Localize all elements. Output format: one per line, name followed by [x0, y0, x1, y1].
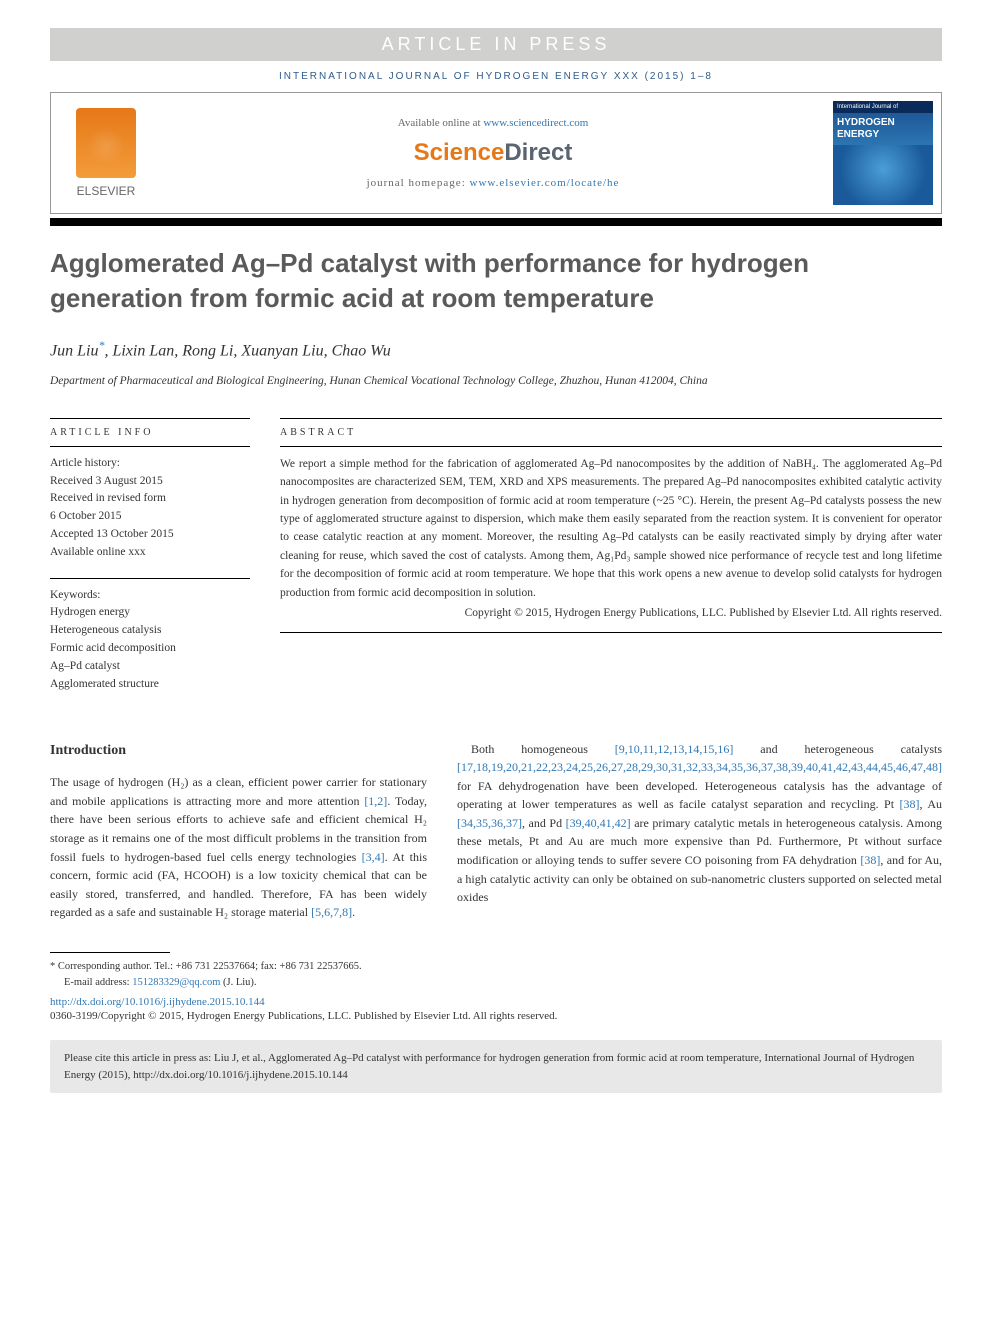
intro-para-1: The usage of hydrogen (H₂) as a clean, e… — [50, 773, 427, 922]
authors: Jun Liu*, Lixin Lan, Rong Li, Xuanyan Li… — [50, 338, 942, 360]
keywords: Keywords: Hydrogen energy Heterogeneous … — [50, 587, 250, 694]
article-title: Agglomerated Ag–Pd catalyst with perform… — [50, 246, 942, 316]
article-history: Article history: Received 3 August 2015 … — [50, 455, 250, 562]
ref-link[interactable]: [38] — [900, 797, 920, 811]
ref-link[interactable]: [38] — [860, 853, 880, 867]
intro-heading: Introduction — [50, 740, 427, 762]
journal-cover: International Journal of HYDROGEN ENERGY — [833, 101, 933, 205]
cover-image — [833, 145, 933, 205]
cover-title: HYDROGEN ENERGY — [833, 113, 933, 145]
journal-homepage: journal homepage: www.elsevier.com/locat… — [171, 177, 815, 189]
ref-link[interactable]: [34,35,36,37] — [457, 816, 522, 830]
footnotes: * Corresponding author. Tel.: +86 731 22… — [50, 959, 942, 991]
journal-reference: INTERNATIONAL JOURNAL OF HYDROGEN ENERGY… — [50, 61, 942, 92]
title-bar — [50, 218, 942, 226]
article-info-heading: ARTICLE INFO — [50, 427, 250, 438]
doi-line: http://dx.doi.org/10.1016/j.ijhydene.201… — [50, 996, 942, 1008]
email-link[interactable]: 151283329@qq.com — [132, 977, 220, 988]
body-columns: Introduction The usage of hydrogen (H₂) … — [50, 740, 942, 922]
ref-link[interactable]: [1,2] — [364, 794, 387, 808]
elsevier-logo: ELSEVIER — [51, 93, 161, 213]
citation-box: Please cite this article in press as: Li… — [50, 1040, 942, 1093]
body-col-left: Introduction The usage of hydrogen (H₂) … — [50, 740, 427, 922]
header-box: ELSEVIER Available online at www.science… — [50, 92, 942, 214]
article-info-column: ARTICLE INFO Article history: Received 3… — [50, 410, 250, 710]
ref-link[interactable]: [39,40,41,42] — [566, 816, 631, 830]
abstract-column: ABSTRACT We report a simple method for t… — [280, 410, 942, 710]
sciencedirect-logo: ScienceDirect — [171, 139, 815, 167]
available-online: Available online at www.sciencedirect.co… — [171, 117, 815, 129]
intro-para-2: Both homogeneous [9,10,11,12,13,14,15,16… — [457, 740, 942, 907]
email-line: E-mail address: 151283329@qq.com (J. Liu… — [50, 975, 942, 991]
header-center: Available online at www.sciencedirect.co… — [161, 93, 825, 213]
ref-link[interactable]: [9,10,11,12,13,14,15,16] — [615, 742, 734, 756]
corresponding-author: * Corresponding author. Tel.: +86 731 22… — [50, 959, 942, 975]
abstract-heading: ABSTRACT — [280, 427, 942, 438]
abstract-text: We report a simple method for the fabric… — [280, 455, 942, 602]
body-col-right: Both homogeneous [9,10,11,12,13,14,15,16… — [457, 740, 942, 922]
abstract-copyright: Copyright © 2015, Hydrogen Energy Public… — [280, 604, 942, 622]
copyright-line: 0360-3199/Copyright © 2015, Hydrogen Ene… — [50, 1010, 942, 1022]
ref-link[interactable]: [5,6,7,8] — [311, 905, 352, 919]
affiliation: Department of Pharmaceutical and Biologi… — [50, 373, 942, 390]
elsevier-text: ELSEVIER — [77, 184, 136, 198]
in-press-banner: ARTICLE IN PRESS — [50, 28, 942, 61]
homepage-link[interactable]: www.elsevier.com/locate/he — [470, 177, 620, 189]
footnote-separator — [50, 952, 170, 953]
ref-link[interactable]: [17,18,19,20,21,22,23,24,25,26,27,28,29,… — [457, 760, 942, 774]
ref-link[interactable]: [3,4] — [362, 850, 385, 864]
doi-link[interactable]: http://dx.doi.org/10.1016/j.ijhydene.201… — [50, 996, 265, 1008]
elsevier-tree-icon — [76, 108, 136, 178]
cover-top-text: International Journal of — [833, 101, 933, 113]
sciencedirect-link[interactable]: www.sciencedirect.com — [483, 117, 588, 129]
